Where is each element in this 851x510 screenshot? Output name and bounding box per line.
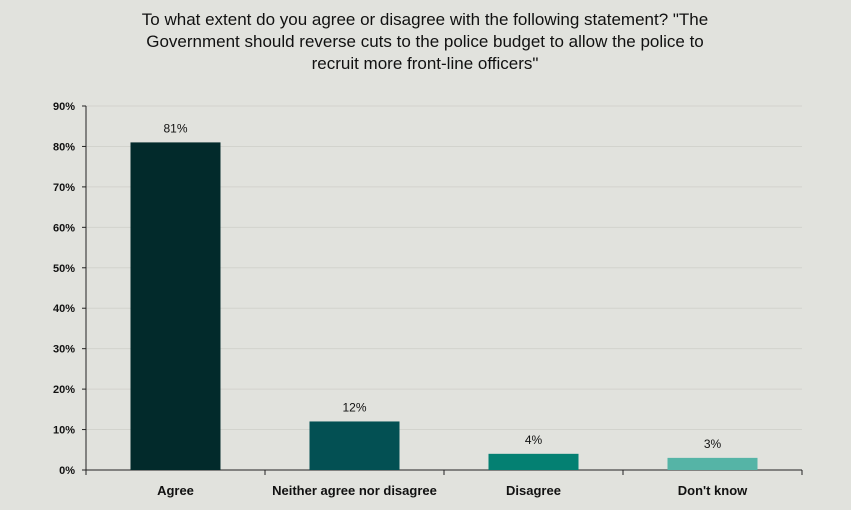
x-category-label: Disagree [506,483,561,498]
bar-disagree [488,453,579,470]
y-tick-label: 40% [53,303,75,315]
y-tick-label: 80% [53,141,75,153]
chart-title-line: To what extent do you agree or disagree … [142,10,708,29]
bar-neither-agree-nor-disagree [309,421,400,470]
y-tick-label: 10% [53,425,75,437]
chart-title-line: Government should reverse cuts to the po… [146,32,704,51]
data-labels: 81% 12% 4% 3% [163,121,721,450]
y-axis-tick-labels: 0% 10% 20% 30% 40% 50% 60% 70% 80% 90% [53,101,75,477]
x-category-label: Agree [157,483,194,498]
chart-title: To what extent do you agree or disagree … [142,10,708,73]
bar-agree [130,142,221,470]
bars [130,142,758,470]
bar-don-t-know [667,457,758,470]
y-tick-label: 20% [53,384,75,396]
y-tick-label: 50% [53,263,75,275]
y-tick-label: 0% [59,465,75,477]
y-tick-label: 30% [53,344,75,356]
chart-title-line: recruit more front-line officers" [312,54,539,73]
data-label: 4% [525,433,543,447]
data-label: 12% [342,400,366,414]
x-category-label: Don't know [678,483,748,498]
y-tick-label: 90% [53,101,75,113]
y-tick-label: 70% [53,182,75,194]
x-axis-category-labels: Agree Neither agree nor disagree Disagree D… [157,483,748,498]
data-label: 3% [704,437,722,451]
y-tick-label: 60% [53,222,75,234]
x-category-label: Neither agree nor disagree [272,483,437,498]
data-label: 81% [163,121,187,135]
